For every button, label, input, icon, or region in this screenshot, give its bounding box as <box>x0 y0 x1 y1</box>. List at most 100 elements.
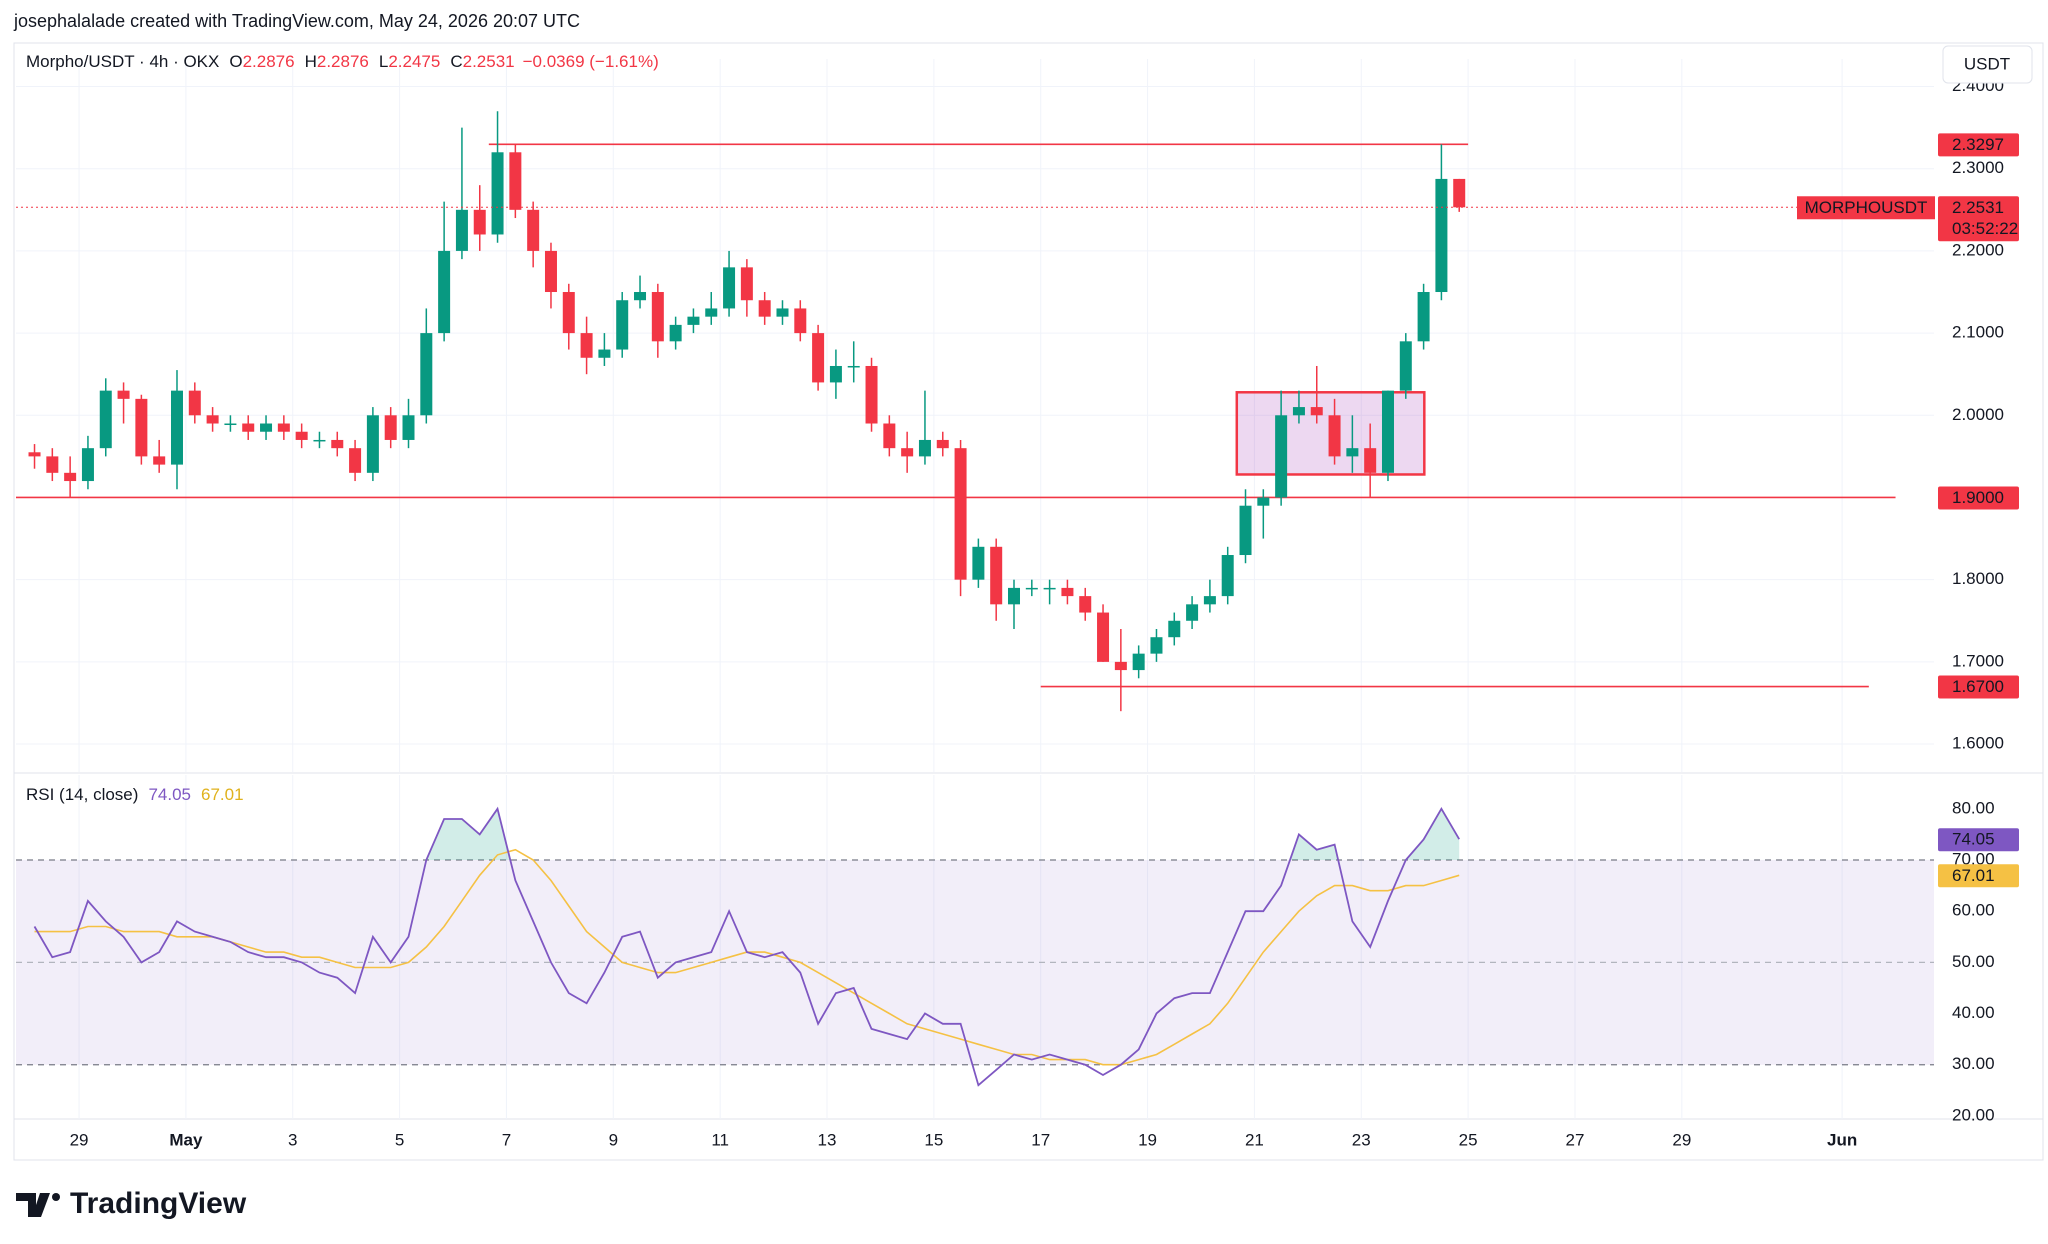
symbol: Morpho/USDT · 4h · OKX <box>26 52 219 71</box>
x-tick-label: 25 <box>1459 1130 1478 1149</box>
x-tick-label: 3 <box>288 1130 297 1149</box>
x-tick-label: 19 <box>1138 1130 1157 1149</box>
marks <box>16 111 1934 1087</box>
x-tick-label: 9 <box>609 1130 618 1149</box>
rsi-tag-label: 74.05 <box>1952 830 1995 849</box>
candle-body <box>723 267 736 309</box>
ohlc-key: C <box>450 52 462 71</box>
candle-body <box>1132 653 1145 671</box>
candle-body <box>1257 497 1270 506</box>
rsi-tick-label: 20.00 <box>1952 1105 1995 1124</box>
candle-body <box>1079 596 1092 613</box>
candle-body <box>28 452 41 457</box>
y-tick-label: 2.1000 <box>1952 323 2004 342</box>
rsi-legend: RSI (14, close) 74.05 67.01 <box>26 785 244 804</box>
candle-body <box>366 415 379 473</box>
rsi-tick-label: 60.00 <box>1952 901 1995 920</box>
currency-button[interactable] <box>1942 45 2033 84</box>
rsi-tick-label: 30.00 <box>1952 1054 1995 1073</box>
candle-body <box>1025 587 1038 590</box>
candle-body <box>1203 596 1216 605</box>
x-tick-label: Jun <box>1827 1130 1857 1149</box>
candle-body <box>990 546 1003 605</box>
candle-body <box>634 292 647 301</box>
currency[interactable]: USDT <box>1964 54 2010 73</box>
candle-body <box>562 292 575 334</box>
price-level-label: 2.3297 <box>1952 135 2004 154</box>
candle-body <box>170 390 183 465</box>
candle-body <box>1399 341 1412 391</box>
rsi-tick-label: 80.00 <box>1952 798 1995 817</box>
candles <box>28 111 1466 712</box>
candle-body <box>64 472 77 482</box>
candle-body <box>901 448 914 457</box>
price-level-tag <box>1938 675 2019 699</box>
footer-brand: TradingView <box>70 1187 247 1220</box>
logo <box>16 1193 60 1217</box>
candle-body <box>260 423 273 432</box>
candle-body <box>1239 505 1252 556</box>
candle-body <box>847 365 860 368</box>
ohlc-key: H <box>305 52 317 71</box>
x-tick-label: 17 <box>1031 1130 1050 1149</box>
candle-body <box>812 333 825 383</box>
x-tick-label: 29 <box>70 1130 89 1149</box>
candle-body <box>918 439 931 457</box>
rsi-value: 74.05 <box>148 785 191 804</box>
rsi-title: RSI (14, close) <box>26 785 138 804</box>
labels: 29 May 3 5 7 9 11 13 15 17 19 21 23 25 27 29 Jun 1.6000 1.… <box>70 76 2019 1149</box>
candle-body <box>1008 587 1021 605</box>
candle-body <box>669 324 682 342</box>
candle-body <box>1114 661 1127 671</box>
candle-body <box>598 349 611 358</box>
y-tick-label: 2.2000 <box>1952 240 2004 259</box>
candle-body <box>1364 448 1377 473</box>
candle-body <box>1043 587 1056 590</box>
rsi-tick-label: 40.00 <box>1952 1003 1995 1022</box>
ohlc-key: O <box>229 52 242 71</box>
x-tick-label: 29 <box>1672 1130 1691 1149</box>
y-tick-label: 2.3000 <box>1952 158 2004 177</box>
candle-body <box>740 267 753 301</box>
candle-body <box>295 431 308 440</box>
x-tick-label: 13 <box>818 1130 837 1149</box>
candle-body <box>544 250 557 293</box>
candle-body <box>1150 637 1163 654</box>
ohlc-value: 2.2531 <box>463 52 515 71</box>
candle-body <box>616 300 629 350</box>
price-level-label: 1.6700 <box>1952 677 2004 696</box>
candle-body <box>81 448 94 482</box>
countdown: 03:52:22 <box>1952 219 2018 238</box>
candle-body <box>402 415 415 440</box>
candle-body <box>1346 448 1359 457</box>
candle-body <box>883 423 896 449</box>
rsi-ma-tag-label: 67.01 <box>1952 866 1995 885</box>
candle-body <box>972 546 985 580</box>
x-tick-label: 11 <box>711 1130 729 1149</box>
rsi-ma-value: 67.01 <box>201 785 244 804</box>
candle-body <box>153 456 166 465</box>
candle-body <box>1417 292 1430 342</box>
x-tick-label: 27 <box>1566 1130 1585 1149</box>
candle-body <box>455 209 468 251</box>
x-tick-label: 23 <box>1352 1130 1371 1149</box>
candle-body <box>1381 390 1394 473</box>
x-tick-label: 15 <box>924 1130 943 1149</box>
price-level-tag <box>1938 133 2019 157</box>
chart-frame <box>13 42 2044 1161</box>
price-level-label: 1.9000 <box>1952 488 2004 507</box>
candle-body <box>527 209 540 251</box>
ohlc-value: 2.2475 <box>388 52 440 71</box>
candle-body <box>829 365 842 383</box>
header: josephalalade created with TradingView.c… <box>13 11 580 31</box>
candle-body <box>687 316 700 325</box>
rsi-tag <box>1938 828 2019 852</box>
y-tick-label: 2.0000 <box>1952 405 2004 424</box>
symbol-tag-label: MORPHOUSDT <box>1805 198 1928 217</box>
candle-body <box>1328 415 1341 457</box>
candle-body <box>1453 178 1466 208</box>
ohlc: O2.2876 H2.2876 L2.2475 C2.2531 <box>229 52 514 71</box>
candle-body <box>1061 587 1074 597</box>
candle-body <box>865 365 878 424</box>
candle-body <box>242 423 255 432</box>
